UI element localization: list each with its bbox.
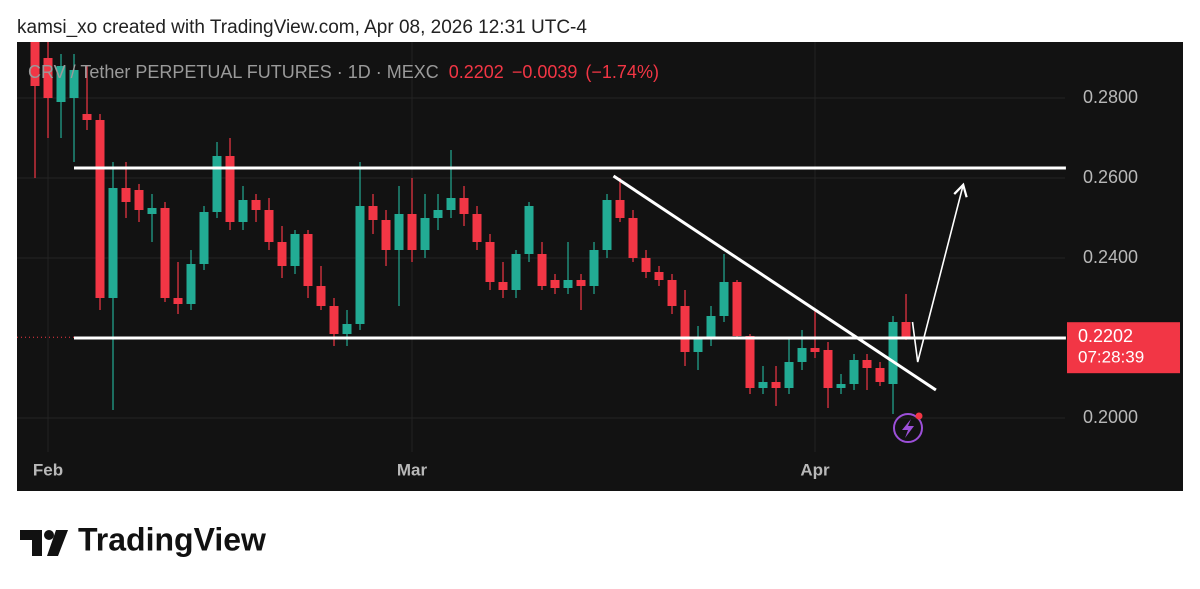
brand-name: TradingView [78,521,266,557]
candle-body [108,188,118,298]
candle-body [407,214,417,250]
candle-body [602,200,612,250]
candle-body [290,234,300,266]
candle-body [524,206,534,254]
price-tag [1067,322,1180,374]
candle-body [680,306,690,352]
price-change: −0.0039 [512,62,578,82]
y-tick-label: 0.2800 [1083,87,1138,107]
candle-body [420,218,430,250]
event-icon[interactable] [893,413,923,443]
price-tag-countdown: 07:28:39 [1078,348,1144,367]
trendline [612,174,937,392]
candle-body [30,42,40,86]
candle-body [303,234,313,286]
chart-title: CRV / Tether PERPETUAL FUTURES · 1D · ME… [28,62,439,82]
candle-body [485,242,495,282]
candle-body [82,114,92,120]
candle-body [615,200,625,218]
x-tick-label: Apr [800,460,830,479]
candle-body [719,282,729,316]
candle-body [173,298,183,304]
candle-body [875,368,885,382]
price-tag-value: 0.2202 [1078,326,1133,346]
candle-body [329,306,339,334]
candle-body [888,322,898,384]
last-price: 0.2202 [449,62,504,82]
candle-body [212,156,222,212]
candle-body [134,190,144,210]
price-change: (−1.74%) [585,62,659,82]
candle-body [446,198,456,210]
candle-body [758,382,768,388]
candle-body [186,264,196,304]
candle-body [576,280,586,286]
candle-body [316,286,326,306]
candle-body [810,348,820,352]
y-tick-label: 0.2000 [1083,407,1138,427]
candle-body [641,258,651,272]
candle-body [550,280,560,288]
candle-body [199,212,209,264]
candle-body [225,156,235,222]
candle-body [797,348,807,362]
x-tick-label: Feb [33,460,63,479]
candle-body [654,272,664,280]
candle-body [355,206,365,324]
candle-body [511,254,521,290]
candle-body [862,360,872,368]
candle-body [69,70,79,98]
candle-body [498,282,508,290]
candle-body [745,336,755,388]
candle-body [433,210,443,218]
candle-body [342,324,352,334]
brand-logo [20,530,68,556]
candle-body [563,280,573,288]
y-tick-label: 0.2400 [1083,247,1138,267]
projection-arrow [911,182,968,363]
candle-body [264,210,274,242]
event-dot [915,412,923,420]
candle-body [56,66,66,102]
header-text: kamsi_xo created with TradingView.com, A… [17,17,587,38]
candle-body [147,208,157,214]
candle-body [459,198,469,214]
chart-panel [17,42,1183,491]
candle-body [667,280,677,306]
candle-body [823,350,833,388]
candle-body [43,58,53,98]
candle-body [628,218,638,258]
candle-body [732,282,742,336]
candle-body [121,188,131,202]
candle-body [381,220,391,250]
candle-body [95,120,105,298]
candle-body [251,200,261,210]
candle-body [784,362,794,388]
y-tick-label: 0.2600 [1083,167,1138,187]
lightning [902,419,914,438]
candle-body [160,208,170,298]
candle-body [537,254,547,286]
candle-body [901,322,911,338]
candle-body [394,214,404,250]
x-tick-label: Mar [397,460,428,479]
candle-body [589,250,599,286]
candle-body [836,384,846,388]
candle-body [277,242,287,266]
candle-body [771,382,781,388]
candle-body [368,206,378,220]
candle-body [238,200,248,222]
candle-body [472,214,482,242]
candle-body [849,360,859,384]
candle-body [693,338,703,352]
candle-body [706,316,716,338]
